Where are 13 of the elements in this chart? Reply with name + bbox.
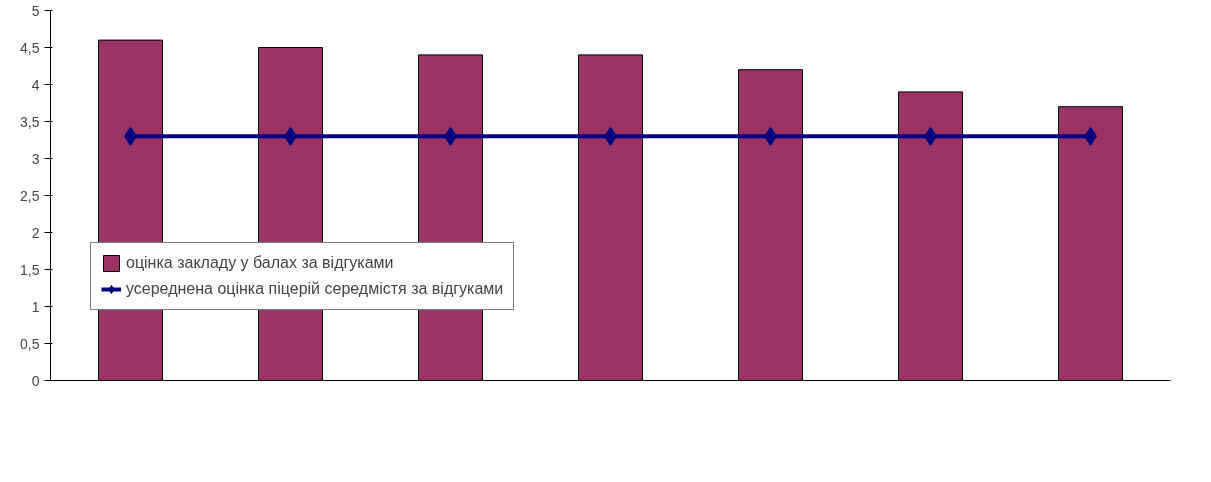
y-tick-label: 0,5: [20, 335, 40, 352]
y-tick-label: 3: [31, 150, 40, 167]
y-tick-label: 4: [31, 76, 40, 93]
y-tick-label: 0: [31, 372, 40, 389]
y-tick-label: 2: [31, 224, 40, 241]
y-tick-label: 2,5: [20, 187, 40, 204]
legend-label: усереднена оцінка піцерій середмістя за відгуками: [126, 280, 504, 298]
y-tick-label: 5: [31, 2, 40, 19]
legend-label: оцінка закладу у балах за відгуками: [126, 254, 394, 272]
y-tick-label: 4,5: [20, 39, 40, 56]
y-tick-label: 1: [31, 298, 40, 315]
y-tick-label: 3,5: [20, 113, 40, 130]
y-tick-label: 1,5: [20, 261, 40, 278]
